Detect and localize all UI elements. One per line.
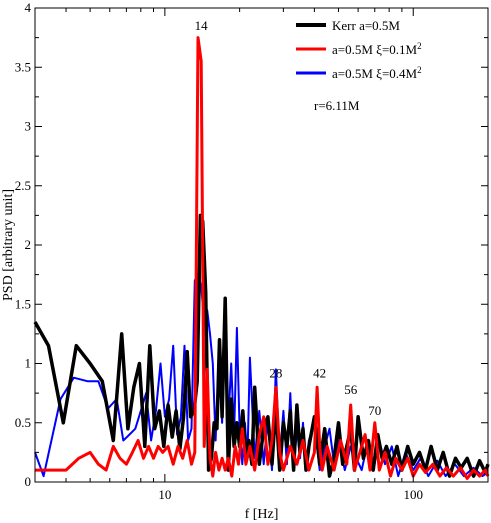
x-axis: 10 100 [65, 8, 423, 502]
y-tick-label: 1 [25, 356, 32, 371]
legend-superscript: 2 [417, 65, 422, 75]
series-line-1 [35, 36, 490, 480]
legend-label: a=0.5M ξ=0.4M2 [332, 65, 422, 81]
legend-label: a=0.5M ξ=0.1M2 [332, 41, 422, 57]
series-line-0 [33, 213, 490, 478]
plot-frame [34, 7, 489, 483]
y-axis-label: PSD [arbitrary unit] [1, 189, 16, 301]
y-tick-label: 3.5 [15, 59, 31, 74]
peak-label: 28 [269, 365, 282, 380]
y-tick-label: 4 [25, 0, 32, 15]
y-tick-label: 3 [25, 119, 32, 134]
legend-superscript: 2 [417, 41, 422, 51]
peak-label: 56 [344, 382, 358, 397]
x-tick-label: 10 [158, 487, 171, 502]
y-tick-label: 2.5 [15, 178, 31, 193]
series-layer [33, 36, 490, 480]
legend-label: Kerr a=0.5M [332, 18, 400, 33]
y-tick-label: 0.5 [15, 415, 31, 430]
y-tick-label: 0 [25, 474, 32, 489]
peak-label: 14 [195, 18, 209, 33]
legend: Kerr a=0.5M a=0.5M ξ=0.1M2 a=0.5M ξ=0.4M2 [296, 18, 422, 81]
radius-annotation: r=6.11M [314, 98, 360, 113]
x-axis-label: f [Hz] [245, 507, 279, 522]
y-tick-label: 2 [25, 237, 32, 252]
peak-label: 42 [313, 365, 326, 380]
y-axis: 0 0.5 1 1.5 2 2.5 3 3.5 4 [15, 0, 488, 489]
x-tick-label: 100 [403, 487, 423, 502]
peak-label: 70 [368, 403, 381, 418]
peak-labels: 14 28 42 56 70 [195, 18, 382, 418]
y-tick-label: 1.5 [15, 296, 31, 311]
